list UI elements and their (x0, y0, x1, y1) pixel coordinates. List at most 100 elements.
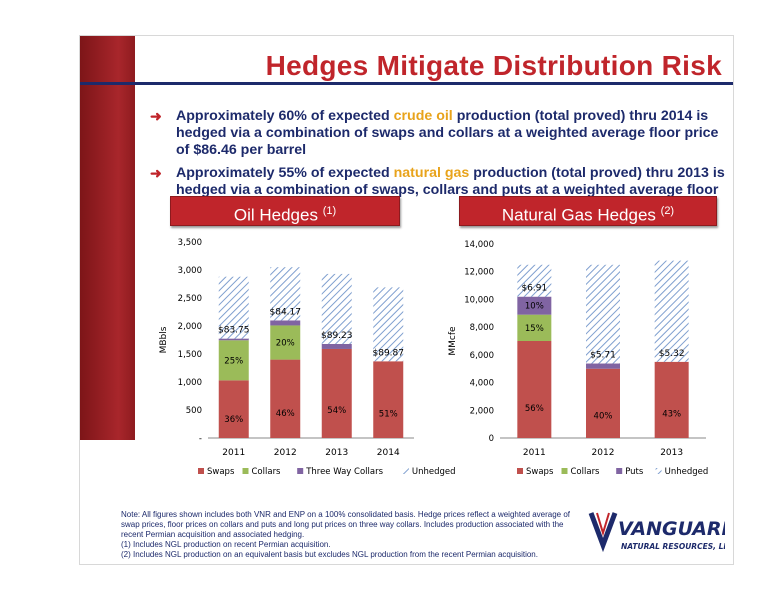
bar-three-way-collars (270, 320, 301, 326)
bar-swaps (654, 361, 689, 438)
y-tick-label: 14,000 (464, 240, 494, 250)
y-tick-label: 6,000 (470, 351, 494, 361)
legend-label: Unhedged (665, 467, 709, 477)
x-tick-label: 2012 (592, 448, 615, 458)
page-title: Hedges Mitigate Distribution Risk (265, 50, 722, 81)
price-label: $5.32 (659, 349, 685, 359)
x-tick-label: 2013 (660, 448, 683, 458)
segment-label: 15% (525, 324, 544, 334)
bar-three-way-collars (321, 343, 352, 349)
segment-label: 40% (594, 412, 613, 422)
segment-label: 25% (224, 356, 243, 366)
legend-label: Collars (252, 467, 282, 477)
segment-label: 46% (276, 409, 295, 419)
segment-label: 51% (379, 410, 398, 420)
footnote-2: (2) Includes NGL production on an equiva… (121, 550, 538, 559)
y-tick-label: 3,500 (178, 238, 202, 248)
bullet-arrow-icon: ➜ (150, 108, 162, 124)
bar-swaps (321, 348, 352, 438)
bar-swaps (218, 380, 249, 438)
oil-hedges-note: (1) (322, 205, 337, 217)
bar-unhedged (218, 276, 249, 339)
segment-label: 56% (525, 404, 544, 414)
logo-subtitle: NATURAL RESOURCES, LLC (621, 542, 725, 551)
legend-swatch (402, 468, 409, 474)
price-label: $83.75 (218, 326, 250, 336)
bar-unhedged (373, 287, 404, 362)
footnotes: Note: All figures shown includes both VN… (121, 510, 581, 560)
price-label: $89.87 (373, 348, 405, 358)
legend-label: Swaps (526, 467, 554, 477)
bar-collars (270, 325, 301, 360)
price-label: $84.17 (270, 307, 302, 317)
legend-label: Swaps (207, 467, 235, 477)
legend-label: Puts (625, 467, 644, 477)
bar-puts (586, 363, 620, 369)
left-accent-bar (80, 36, 135, 440)
segment-label: 36% (224, 415, 243, 425)
y-tick-label: 1,000 (178, 378, 202, 388)
bullet-highlight: natural gas (393, 165, 470, 181)
y-tick-label: 2,500 (178, 294, 202, 304)
bullet-text: production (total proved) thru 2014 is h… (176, 108, 719, 158)
legend-label: Collars (571, 467, 601, 477)
bar-unhedged (270, 267, 301, 321)
gas-hedges-header: Natural Gas Hedges (2) (459, 196, 717, 226)
segment-label: 20% (276, 339, 295, 349)
legend-swatch (297, 468, 304, 474)
segment-label: 54% (327, 406, 346, 416)
y-tick-label: 12,000 (464, 268, 494, 278)
logo-mark-accent-icon (596, 512, 610, 537)
bar-unhedged (586, 264, 620, 364)
price-label: $5.71 (590, 351, 616, 361)
y-axis-label: MMcfe (448, 326, 458, 356)
title-rule (80, 82, 733, 85)
legend-swatch (561, 468, 568, 474)
price-label: $89.23 (321, 331, 353, 341)
slide (80, 36, 733, 564)
bullet-highlight: crude oil (393, 108, 453, 124)
y-tick-label: 8,000 (470, 323, 494, 333)
bar-puts (517, 296, 552, 315)
bar-unhedged (321, 273, 352, 344)
segment-label: 43% (662, 410, 681, 420)
bar-swaps (586, 368, 620, 438)
legend-swatch (655, 468, 662, 474)
bullet-list: ➜ Approximately 60% of expected crude oi… (150, 108, 730, 222)
x-tick-label: 2012 (274, 448, 297, 458)
bar-swaps (270, 359, 301, 438)
x-tick-label: 2011 (222, 448, 245, 458)
logo-mark-icon (588, 512, 618, 553)
y-tick-label: 3,000 (178, 266, 202, 276)
footnote-main: Note: All figures shown includes both VN… (121, 510, 571, 539)
y-tick-label: 2,000 (470, 406, 494, 416)
bar-collars (218, 340, 249, 381)
vanguard-logo: VANGUARD NATURAL RESOURCES, LLC (588, 512, 725, 553)
bar-collars (517, 314, 552, 341)
legend-label: Three Way Collars (305, 467, 383, 477)
legend-swatch (616, 468, 623, 474)
x-tick-label: 2013 (325, 448, 348, 458)
gas-hedges-note: (2) (660, 205, 675, 217)
oil-hedges-chart: - 500 1,000 1,500 2,000 2,500 3,000 3,500 MBbls 3… (159, 238, 456, 477)
oil-hedges-header: Oil Hedges (1) (170, 196, 400, 226)
bar-unhedged (654, 260, 689, 362)
bullet-oil: ➜ Approximately 60% of expected crude oi… (150, 108, 730, 159)
logo-name: VANGUARD (618, 518, 725, 540)
y-tick-label: 10,000 (464, 295, 494, 305)
bullet-text: Approximately 60% of expected (176, 108, 394, 124)
y-tick-label: - (199, 434, 202, 444)
legend-swatch (517, 468, 523, 474)
y-tick-label: 2,000 (178, 322, 202, 332)
y-tick-label: 500 (186, 406, 202, 416)
footnote-1: (1) Includes NGL production on recent Pe… (121, 540, 331, 549)
segment-label: 10% (525, 302, 544, 312)
legend-swatch (198, 468, 204, 474)
bar-three-way-collars (218, 338, 249, 341)
gas-hedges-title: Natural Gas Hedges (501, 205, 656, 225)
price-label: $6.91 (521, 284, 547, 294)
oil-hedges-title: Oil Hedges (233, 205, 318, 225)
y-tick-label: 1,500 (178, 350, 202, 360)
y-tick-label: 4,000 (470, 379, 494, 389)
